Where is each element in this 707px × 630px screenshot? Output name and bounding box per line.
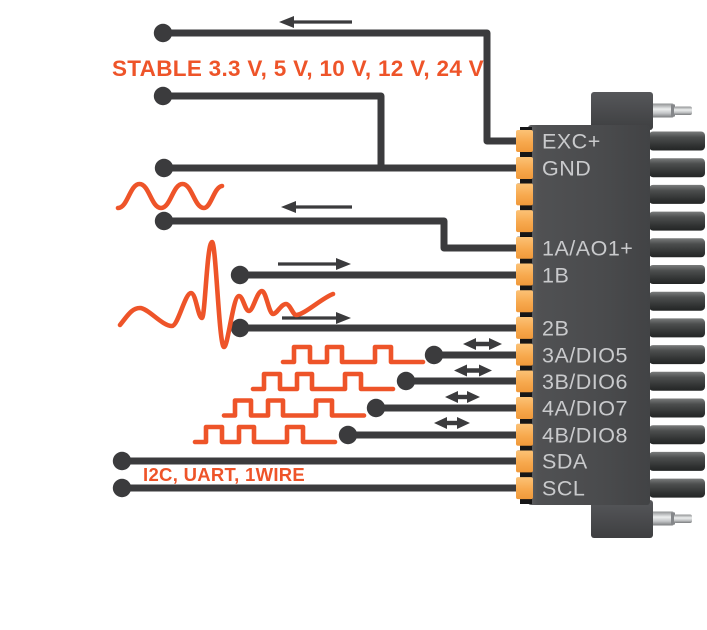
pin-pad [516, 343, 533, 366]
pin-pad [516, 157, 533, 179]
pin-pad [516, 290, 533, 313]
pin-pad [516, 450, 533, 473]
pin-label-ao1: 1A/AO1+ [542, 237, 633, 261]
pin-pad [516, 236, 533, 259]
terminal-dot [424, 345, 444, 365]
voltage-note: STABLE 3.3 V, 5 V, 10 V, 12 V, 24 V [112, 56, 484, 81]
pin-label-dio8: 4B/DIO8 [542, 424, 628, 448]
solder-pin [649, 158, 705, 178]
arrow-bidirectional-icon [454, 364, 492, 377]
solder-pin [649, 425, 705, 445]
signal-wires [122, 29, 520, 492]
solder-pins [649, 131, 705, 498]
terminal-dot [154, 158, 174, 178]
arrow-left-icon [279, 16, 352, 28]
pin-label-1b: 1B [542, 264, 569, 288]
pin-pad [516, 397, 533, 419]
solder-pin [649, 131, 705, 151]
pin-label-dio7: 4A/DIO7 [542, 397, 628, 421]
guide-pin-collar [648, 511, 674, 526]
pin-pad [516, 370, 533, 393]
connector: EXC+ GND 1A/AO1+ 1B 2B 3A/DIO5 3B/DIO6 4… [516, 92, 705, 538]
terminal-dot [396, 371, 416, 391]
wire-gnd-upper [163, 92, 385, 168]
wavelet-waveform [117, 239, 336, 350]
pin-label-dio6: 3B/DIO6 [542, 370, 628, 394]
guide-pin-collar [648, 103, 674, 118]
pin-labels: EXC+ GND 1A/AO1+ 1B 2B 3A/DIO5 3B/DIO6 4… [542, 130, 633, 501]
pin-label-2b: 2B [542, 317, 569, 341]
solder-pin [649, 211, 705, 231]
direction-arrows [278, 16, 502, 429]
pin-pad [516, 130, 533, 152]
pin-pad [516, 263, 533, 286]
terminal-dot [153, 86, 173, 106]
terminal-dot [153, 23, 173, 43]
terminal-dot [112, 478, 132, 498]
square-wave-dio5 [280, 344, 426, 365]
solder-pin [649, 345, 705, 365]
mounting-tab-bottom [591, 500, 653, 538]
arrow-bidirectional-icon [434, 417, 470, 429]
solder-pin [649, 398, 705, 418]
pin-pads [516, 130, 533, 500]
terminal-dot [230, 318, 250, 338]
wire-ao1 [164, 217, 520, 252]
solder-pin [649, 291, 705, 311]
square-wave-dio7 [221, 398, 367, 418]
arrow-right-icon [278, 258, 351, 270]
terminal-dot [112, 451, 132, 471]
waveforms [115, 181, 426, 445]
solder-pin [649, 238, 705, 258]
square-wave-dio8 [192, 424, 338, 445]
arrow-left-icon [281, 201, 352, 213]
wire-exc [163, 29, 520, 145]
pin-pad [516, 423, 533, 446]
guide-pin-ring [671, 104, 675, 117]
terminal-dot [154, 211, 174, 231]
terminal-dot [230, 265, 250, 285]
guide-pin-top [648, 103, 692, 118]
terminal-dot [366, 398, 386, 418]
arrow-right-icon [282, 312, 351, 324]
pin-pad [516, 316, 533, 339]
square-wave-dio6 [250, 371, 396, 392]
pin-label-exc: EXC+ [542, 130, 601, 154]
arrow-bidirectional-icon [463, 338, 502, 350]
pin-label-gnd: GND [542, 157, 591, 181]
pin-label-sda: SDA [542, 450, 588, 474]
solder-pin [649, 451, 705, 471]
pin-pad [516, 477, 533, 500]
connector-body [528, 125, 650, 505]
solder-pin [649, 478, 705, 498]
guide-pin-ring [671, 512, 675, 525]
pin-label-dio5: 3A/DIO5 [542, 344, 628, 368]
pin-pad [516, 183, 533, 206]
guide-pin-bottom [648, 511, 692, 526]
guide-pin-tip [674, 514, 692, 523]
pin-pad [516, 210, 533, 233]
solder-pin [649, 318, 705, 338]
solder-pin [649, 265, 705, 284]
pin-label-scl: SCL [542, 477, 585, 501]
solder-pin [649, 371, 705, 391]
mounting-tab-top [591, 92, 653, 130]
sine-wave [115, 181, 225, 211]
guide-pin-tip [674, 106, 692, 115]
bus-note: I2C, UART, 1WIRE [143, 464, 305, 485]
terminal-dot [338, 425, 358, 445]
solder-pin [649, 184, 705, 204]
arrow-bidirectional-icon [445, 391, 480, 403]
wire-terminal-dots [112, 23, 444, 498]
